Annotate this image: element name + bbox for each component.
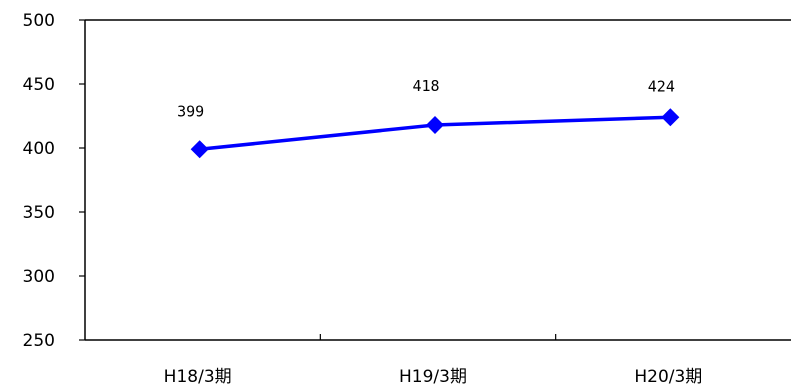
data-point-marker (426, 115, 444, 134)
data-point-marker (661, 108, 680, 127)
x-category-label: H20/3期 (634, 367, 702, 387)
y-tick-label: 500 (23, 11, 55, 31)
y-tick-label: 400 (23, 139, 55, 159)
y-tick-label: 450 (23, 75, 55, 95)
series-group: 399 418 424 (177, 77, 680, 159)
data-point-marker (190, 140, 209, 159)
x-category-label: H19/3期 (399, 367, 467, 387)
data-label: 418 (412, 77, 439, 95)
y-tick-label: 350 (23, 203, 55, 223)
data-label: 424 (648, 77, 675, 95)
y-tick-label: 250 (23, 331, 55, 351)
data-label: 399 (177, 102, 204, 120)
x-axis-ticks: H18/3期 H19/3期 H20/3期 (164, 334, 702, 387)
x-category-label: H18/3期 (164, 367, 232, 387)
y-axis-ticks: 250 300 350 400 450 500 (23, 11, 85, 351)
chart-axes (84, 19, 791, 341)
y-tick-label: 300 (23, 267, 55, 287)
